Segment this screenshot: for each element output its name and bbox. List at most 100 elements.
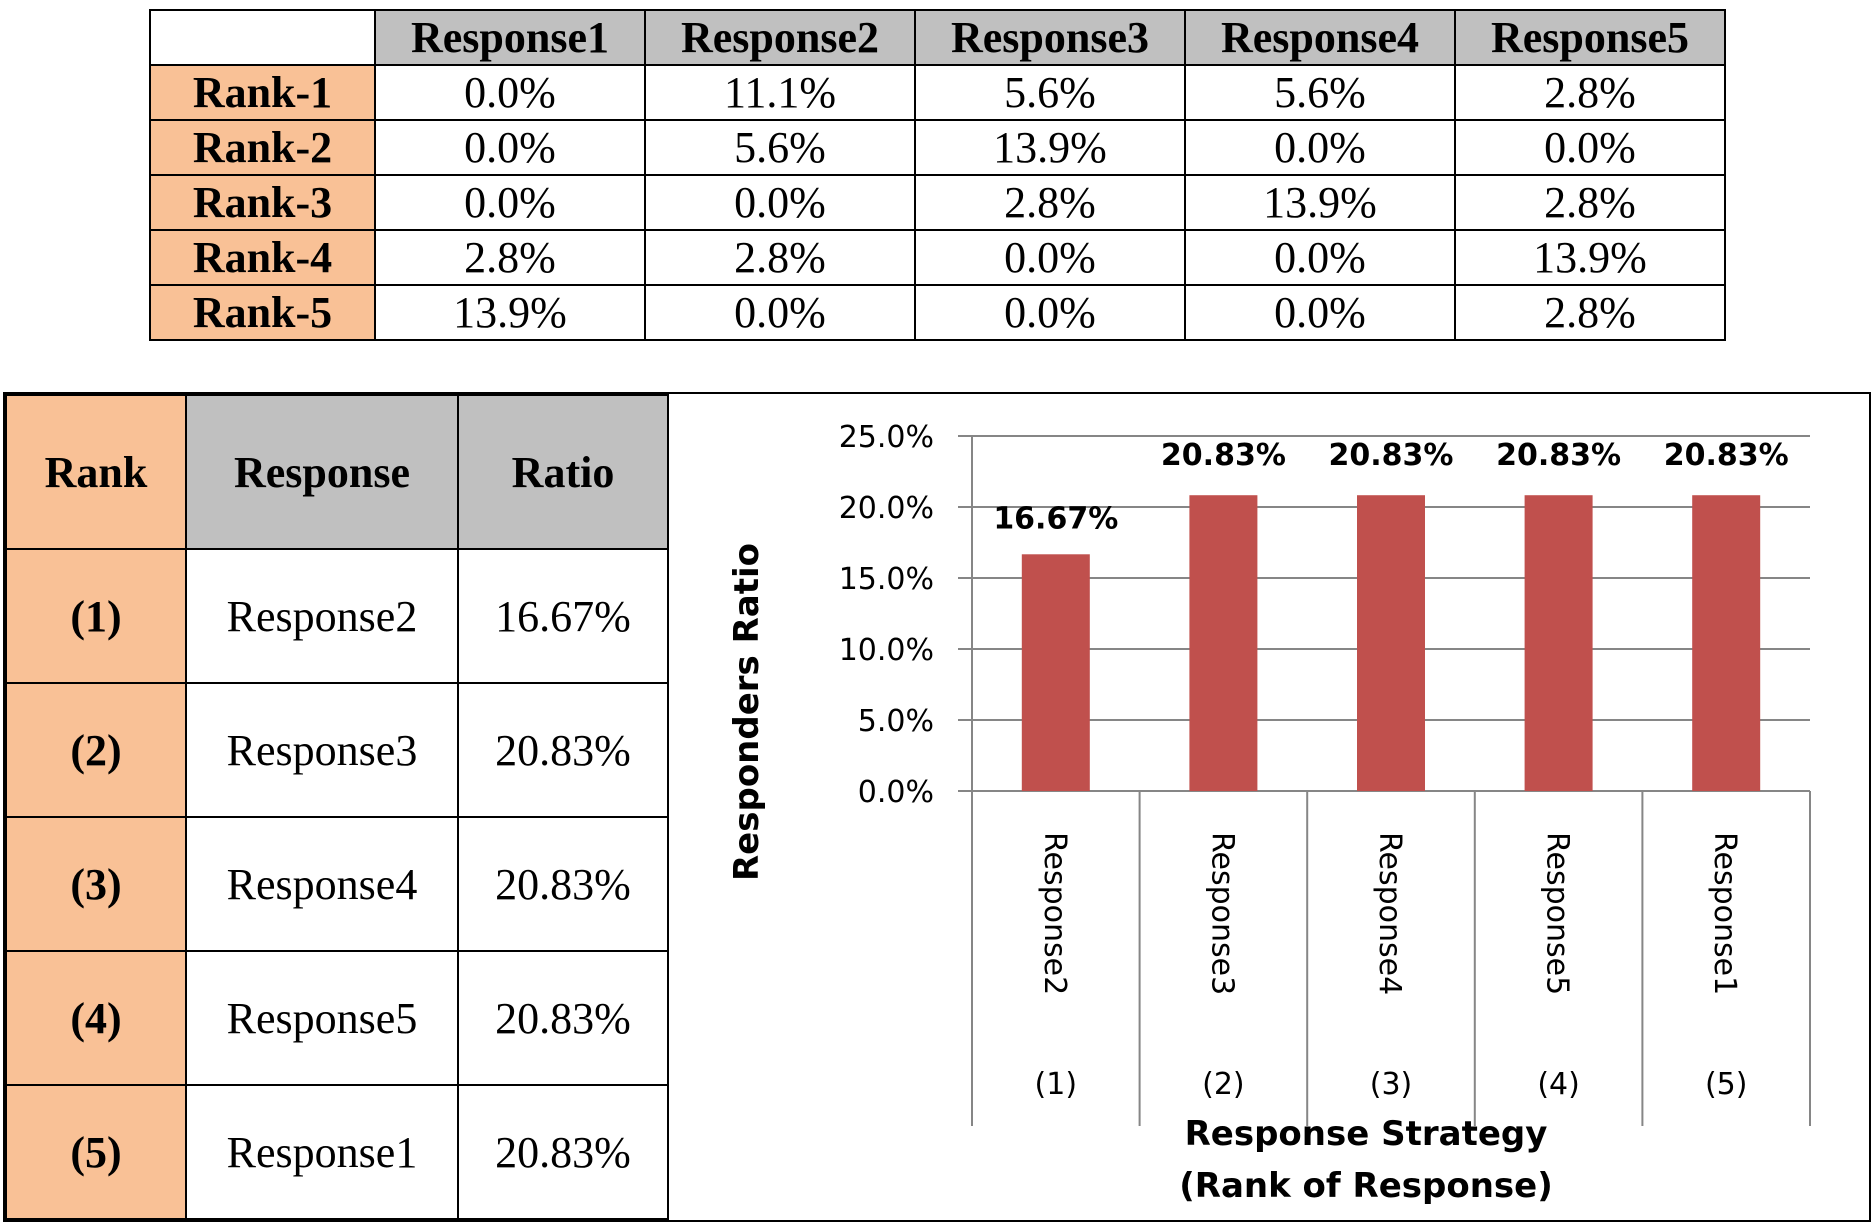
table-cell: 2.8%: [914, 174, 1186, 231]
table-cell: 0.0%: [914, 284, 1186, 341]
bars: [1021, 495, 1761, 791]
row-header: Rank-2: [149, 119, 376, 176]
table-row: (4) Response5 20.83%: [5, 950, 669, 1086]
rank-cell: (3): [5, 816, 187, 952]
table-row: (2) Response3 20.83%: [5, 682, 669, 818]
table-cell: 0.0%: [1184, 119, 1456, 176]
y-tick-label: 20.0%: [839, 491, 934, 526]
y-tick-label: 15.0%: [839, 562, 934, 597]
table-cell: 0.0%: [374, 174, 646, 231]
table-cell: 13.9%: [1454, 229, 1726, 286]
rank-distribution-table: Response1 Response2 Response3 Response4 …: [149, 9, 1726, 341]
x-rank-label: (2): [1202, 1067, 1245, 1102]
table-cell: 0.0%: [914, 229, 1186, 286]
table-row: Rank-1 0.0% 11.1% 5.6% 5.6% 2.8%: [149, 64, 1726, 121]
table-row: Rank-5 13.9% 0.0% 0.0% 0.0% 2.8%: [149, 284, 1726, 341]
ratio-cell: 20.83%: [457, 682, 669, 818]
table-cell: 5.6%: [1184, 64, 1456, 121]
table-row: (1) Response2 16.67%: [5, 548, 669, 684]
bar: [1692, 495, 1761, 791]
ratio-cell: 20.83%: [457, 1084, 669, 1220]
table-corner-cell: [149, 9, 376, 66]
table-cell: 2.8%: [1454, 174, 1726, 231]
table-row: (5) Response1 20.83%: [5, 1084, 669, 1220]
x-rank-label: (5): [1705, 1067, 1748, 1102]
ratio-cell: 20.83%: [457, 950, 669, 1086]
table-cell: 0.0%: [1454, 119, 1726, 176]
row-header: Rank-1: [149, 64, 376, 121]
table-cell: 2.8%: [374, 229, 646, 286]
table-cell: 11.1%: [644, 64, 916, 121]
rank-cell: (5): [5, 1084, 187, 1220]
table-cell: 13.9%: [374, 284, 646, 341]
response-cell: Response3: [185, 682, 459, 818]
column-header: Response5: [1454, 9, 1726, 66]
table-cell: 13.9%: [914, 119, 1186, 176]
table-header-row: Rank Response Ratio: [5, 394, 669, 550]
table-row: Rank-3 0.0% 0.0% 2.8% 13.9% 2.8%: [149, 174, 1726, 231]
table-row: (3) Response4 20.83%: [5, 816, 669, 952]
x-category-label: Response1: [1707, 832, 1742, 995]
data-label: 20.83%: [1664, 438, 1789, 473]
table-cell: 0.0%: [1184, 229, 1456, 286]
column-header: Response3: [914, 9, 1186, 66]
table-cell: 0.0%: [1184, 284, 1456, 341]
rank-cell: (1): [5, 548, 187, 684]
table-row: Rank-4 2.8% 2.8% 0.0% 0.0% 13.9%: [149, 229, 1726, 286]
table-cell: 2.8%: [1454, 64, 1726, 121]
response-ratio-bar-chart: 0.0% 5.0% 10.0% 15.0% 20.0% 25.0% 16.67% 20.83…: [727, 420, 1811, 1206]
gridlines: [958, 435, 1811, 1126]
y-tick-label: 0.0%: [858, 775, 934, 810]
column-header: Response4: [1184, 9, 1456, 66]
ratio-column-header: Ratio: [457, 394, 669, 550]
x-category-label: Response5: [1540, 832, 1575, 995]
row-header: Rank-5: [149, 284, 376, 341]
response-cell: Response4: [185, 816, 459, 952]
response-cell: Response5: [185, 950, 459, 1086]
table-cell: 5.6%: [914, 64, 1186, 121]
table-header-row: Response1 Response2 Response3 Response4 …: [149, 9, 1726, 66]
column-header: Response2: [644, 9, 916, 66]
x-axis-title-line1: Response Strategy: [1185, 1114, 1548, 1154]
table-cell: 0.0%: [644, 284, 916, 341]
x-rank-label: (1): [1035, 1067, 1078, 1102]
table-cell: 2.8%: [1454, 284, 1726, 341]
table-cell: 0.0%: [374, 64, 646, 121]
table-row: Rank-2 0.0% 5.6% 13.9% 0.0% 0.0%: [149, 119, 1726, 176]
row-header: Rank-4: [149, 229, 376, 286]
x-rank-label: (4): [1537, 1067, 1580, 1102]
x-category-label: Response2: [1037, 832, 1072, 995]
table-cell: 5.6%: [644, 119, 916, 176]
column-header: Response1: [374, 9, 646, 66]
rank-cell: (4): [5, 950, 187, 1086]
x-axis-title-line2: (Rank of Response): [1179, 1166, 1553, 1206]
table-cell: 13.9%: [1184, 174, 1456, 231]
y-tick-label: 5.0%: [858, 704, 934, 739]
rank-column-header: Rank: [5, 394, 187, 550]
table-cell: 2.8%: [644, 229, 916, 286]
bar: [1524, 495, 1593, 791]
x-category-label: Response3: [1204, 832, 1239, 995]
y-axis-title: Responders Ratio: [727, 543, 767, 881]
data-label: 16.67%: [993, 501, 1118, 536]
bar: [1021, 554, 1090, 791]
data-label: 20.83%: [1496, 438, 1621, 473]
bar: [1357, 495, 1425, 791]
response-cell: Response2: [185, 548, 459, 684]
row-header: Rank-3: [149, 174, 376, 231]
x-rank-label: (3): [1370, 1067, 1413, 1102]
ratio-cell: 16.67%: [457, 548, 669, 684]
x-category-label: Response4: [1372, 832, 1407, 995]
response-cell: Response1: [185, 1084, 459, 1220]
y-tick-label: 25.0%: [839, 420, 934, 455]
x-axis-category-labels: Response2 (1) Response3 (2) Response4 (3) Resp…: [1035, 832, 1748, 1102]
ratio-cell: 20.83%: [457, 816, 669, 952]
table-cell: 0.0%: [374, 119, 646, 176]
data-labels: 16.67% 20.83% 20.83% 20.83% 20.83%: [993, 438, 1788, 536]
response-column-header: Response: [185, 394, 459, 550]
data-label: 20.83%: [1329, 438, 1454, 473]
rank-summary-table: Rank Response Ratio (1) Response2 16.67%…: [5, 394, 669, 1220]
bar: [1189, 495, 1258, 791]
table-cell: 0.0%: [644, 174, 916, 231]
y-tick-label: 10.0%: [839, 633, 934, 668]
